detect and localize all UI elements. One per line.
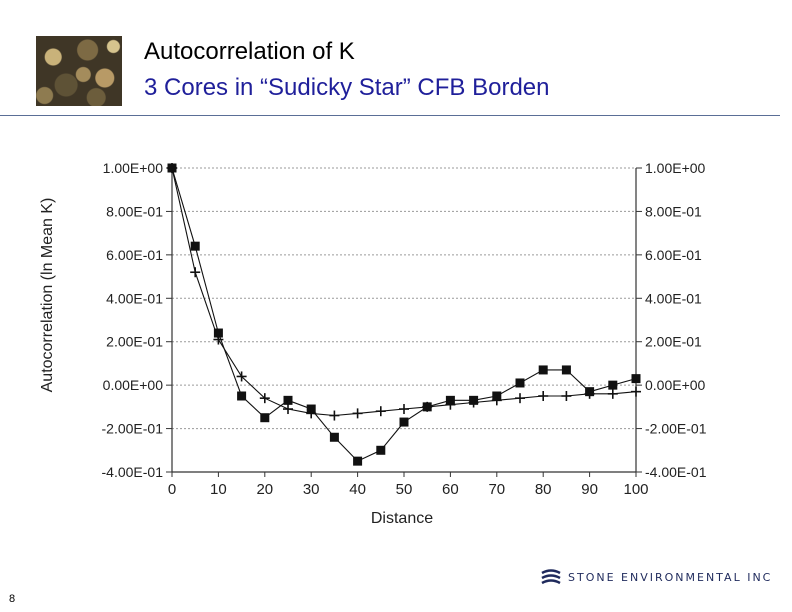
data-point-square — [608, 380, 618, 390]
y-tick-label-left: 0.00E+00 — [103, 377, 164, 393]
data-point-plus — [399, 404, 409, 415]
data-point-plus — [491, 395, 502, 406]
y-axis-label: Autocorrelation (ln Mean K) — [39, 198, 56, 393]
x-tick-label: 100 — [623, 481, 648, 498]
data-point-square — [631, 374, 641, 384]
data-point-square — [260, 413, 270, 423]
x-tick-label: 30 — [303, 481, 320, 498]
data-point-plus — [213, 334, 224, 345]
data-point-plus — [306, 408, 317, 419]
data-point-plus — [259, 393, 270, 404]
x-axis-label: Distance — [371, 510, 433, 527]
y-tick-label-right: 6.00E-01 — [645, 247, 702, 263]
data-point-square — [353, 456, 363, 466]
data-point-plus — [283, 404, 293, 415]
y-tick-label-right: 1.00E+00 — [645, 160, 706, 176]
y-tick-label-right: 0.00E+00 — [645, 377, 706, 393]
title-divider — [0, 115, 780, 116]
x-tick-label: 10 — [210, 481, 227, 498]
y-tick-label-left: -4.00E-01 — [102, 464, 164, 480]
x-tick-label: 90 — [581, 481, 598, 498]
stone-environmental-logo-icon — [541, 569, 561, 585]
axes — [166, 167, 642, 477]
y-tick-label-right: -2.00E-01 — [645, 421, 707, 437]
series-line-1 — [171, 167, 637, 462]
data-point-plus — [236, 371, 247, 382]
data-point-square — [561, 365, 571, 375]
x-tick-label: 60 — [442, 481, 459, 498]
data-point-square — [538, 365, 548, 375]
data-point-square — [329, 432, 339, 442]
y-tick-label-right: 4.00E-01 — [645, 290, 702, 306]
data-point-plus — [352, 408, 363, 419]
data-point-plus — [561, 391, 572, 401]
data-point-plus — [584, 388, 595, 399]
data-point-square — [283, 395, 293, 405]
data-point-plus — [422, 401, 433, 412]
tick-labels: 1.00E+00 1.00E+00 8.00E-01 8.00E-01 6.00E-01… — [102, 160, 707, 498]
y-tick-label-left: 2.00E-01 — [106, 334, 163, 350]
y-tick-label-left: 4.00E-01 — [106, 290, 163, 306]
data-point-plus — [190, 267, 201, 278]
y-tick-label-left: 6.00E-01 — [106, 247, 163, 263]
slide-title: Autocorrelation of K — [144, 38, 355, 65]
data-point-square — [399, 417, 409, 427]
y-tick-label-left: 1.00E+00 — [103, 160, 164, 176]
series-layer — [167, 163, 641, 466]
data-point-plus — [631, 386, 641, 397]
y-tick-label-left: -2.00E-01 — [102, 421, 164, 437]
data-point-square — [515, 378, 525, 388]
data-point-plus — [607, 388, 618, 399]
page-number: 8 — [9, 593, 16, 605]
x-tick-label: 0 — [168, 481, 176, 498]
x-tick-label: 40 — [349, 481, 366, 498]
data-point-square — [190, 241, 200, 251]
data-point-plus — [329, 410, 340, 421]
logo-text: STONE ENVIRONMENTAL INC — [568, 571, 773, 584]
gravel-photo — [36, 36, 122, 106]
y-tick-label-left: 8.00E-01 — [106, 203, 163, 219]
x-tick-label: 50 — [396, 481, 413, 498]
x-tick-label: 20 — [256, 481, 273, 498]
data-point-plus — [538, 391, 549, 401]
data-point-square — [213, 328, 223, 338]
data-point-plus — [167, 163, 177, 173]
company-logo: STONE ENVIRONMENTAL INC — [540, 568, 770, 588]
data-point-plus — [375, 406, 386, 417]
slide-subtitle: 3 Cores in “Sudicky Star” CFB Borden — [144, 74, 550, 101]
data-point-square — [376, 445, 386, 455]
x-tick-label: 70 — [488, 481, 505, 498]
data-point-plus — [468, 397, 479, 408]
data-point-plus — [515, 393, 525, 404]
y-tick-label-right: 2.00E-01 — [645, 334, 702, 350]
data-point-plus — [445, 399, 456, 410]
autocorrelation-chart: 1.00E+00 1.00E+00 8.00E-01 8.00E-01 6.00E-01… — [39, 160, 707, 527]
x-tick-label: 80 — [535, 481, 552, 498]
data-point-square — [237, 391, 247, 401]
y-tick-label-right: 8.00E-01 — [645, 203, 702, 219]
y-tick-label-right: -4.00E-01 — [645, 464, 707, 480]
